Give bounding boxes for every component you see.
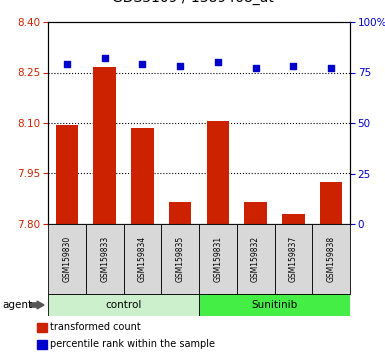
Point [215,59,221,65]
Text: agent: agent [2,300,32,310]
Bar [282,214,305,224]
Point [328,65,334,71]
Point [102,56,108,61]
Text: GSM159832: GSM159832 [251,236,260,282]
Text: GDS3109 / 1389468_at: GDS3109 / 1389468_at [112,0,273,5]
Bar [206,121,229,224]
FancyBboxPatch shape [124,224,161,294]
Bar [131,128,154,224]
Text: GSM159833: GSM159833 [100,236,109,282]
Bar [37,340,47,349]
Bar [320,182,342,224]
FancyBboxPatch shape [275,224,312,294]
Text: Sunitinib: Sunitinib [251,300,298,310]
FancyBboxPatch shape [312,224,350,294]
Point [253,65,259,71]
FancyBboxPatch shape [48,294,199,316]
Bar [37,323,47,332]
Text: GSM159834: GSM159834 [138,236,147,282]
Point [177,64,183,69]
Text: GSM159838: GSM159838 [326,236,336,282]
Text: transformed count: transformed count [50,322,141,332]
FancyBboxPatch shape [237,224,275,294]
Text: percentile rank within the sample: percentile rank within the sample [50,339,215,349]
Text: GSM159831: GSM159831 [213,236,223,282]
Bar [93,68,116,224]
Point [290,64,296,69]
Point [139,62,146,67]
Point [64,62,70,67]
Text: control: control [105,300,142,310]
Text: GSM159835: GSM159835 [176,236,185,282]
Bar [169,202,191,224]
Bar [55,125,78,224]
Bar [244,202,267,224]
FancyBboxPatch shape [48,224,86,294]
Text: GSM159830: GSM159830 [62,236,71,282]
Text: GSM159837: GSM159837 [289,236,298,282]
FancyBboxPatch shape [199,294,350,316]
FancyBboxPatch shape [199,224,237,294]
FancyBboxPatch shape [161,224,199,294]
FancyBboxPatch shape [86,224,124,294]
